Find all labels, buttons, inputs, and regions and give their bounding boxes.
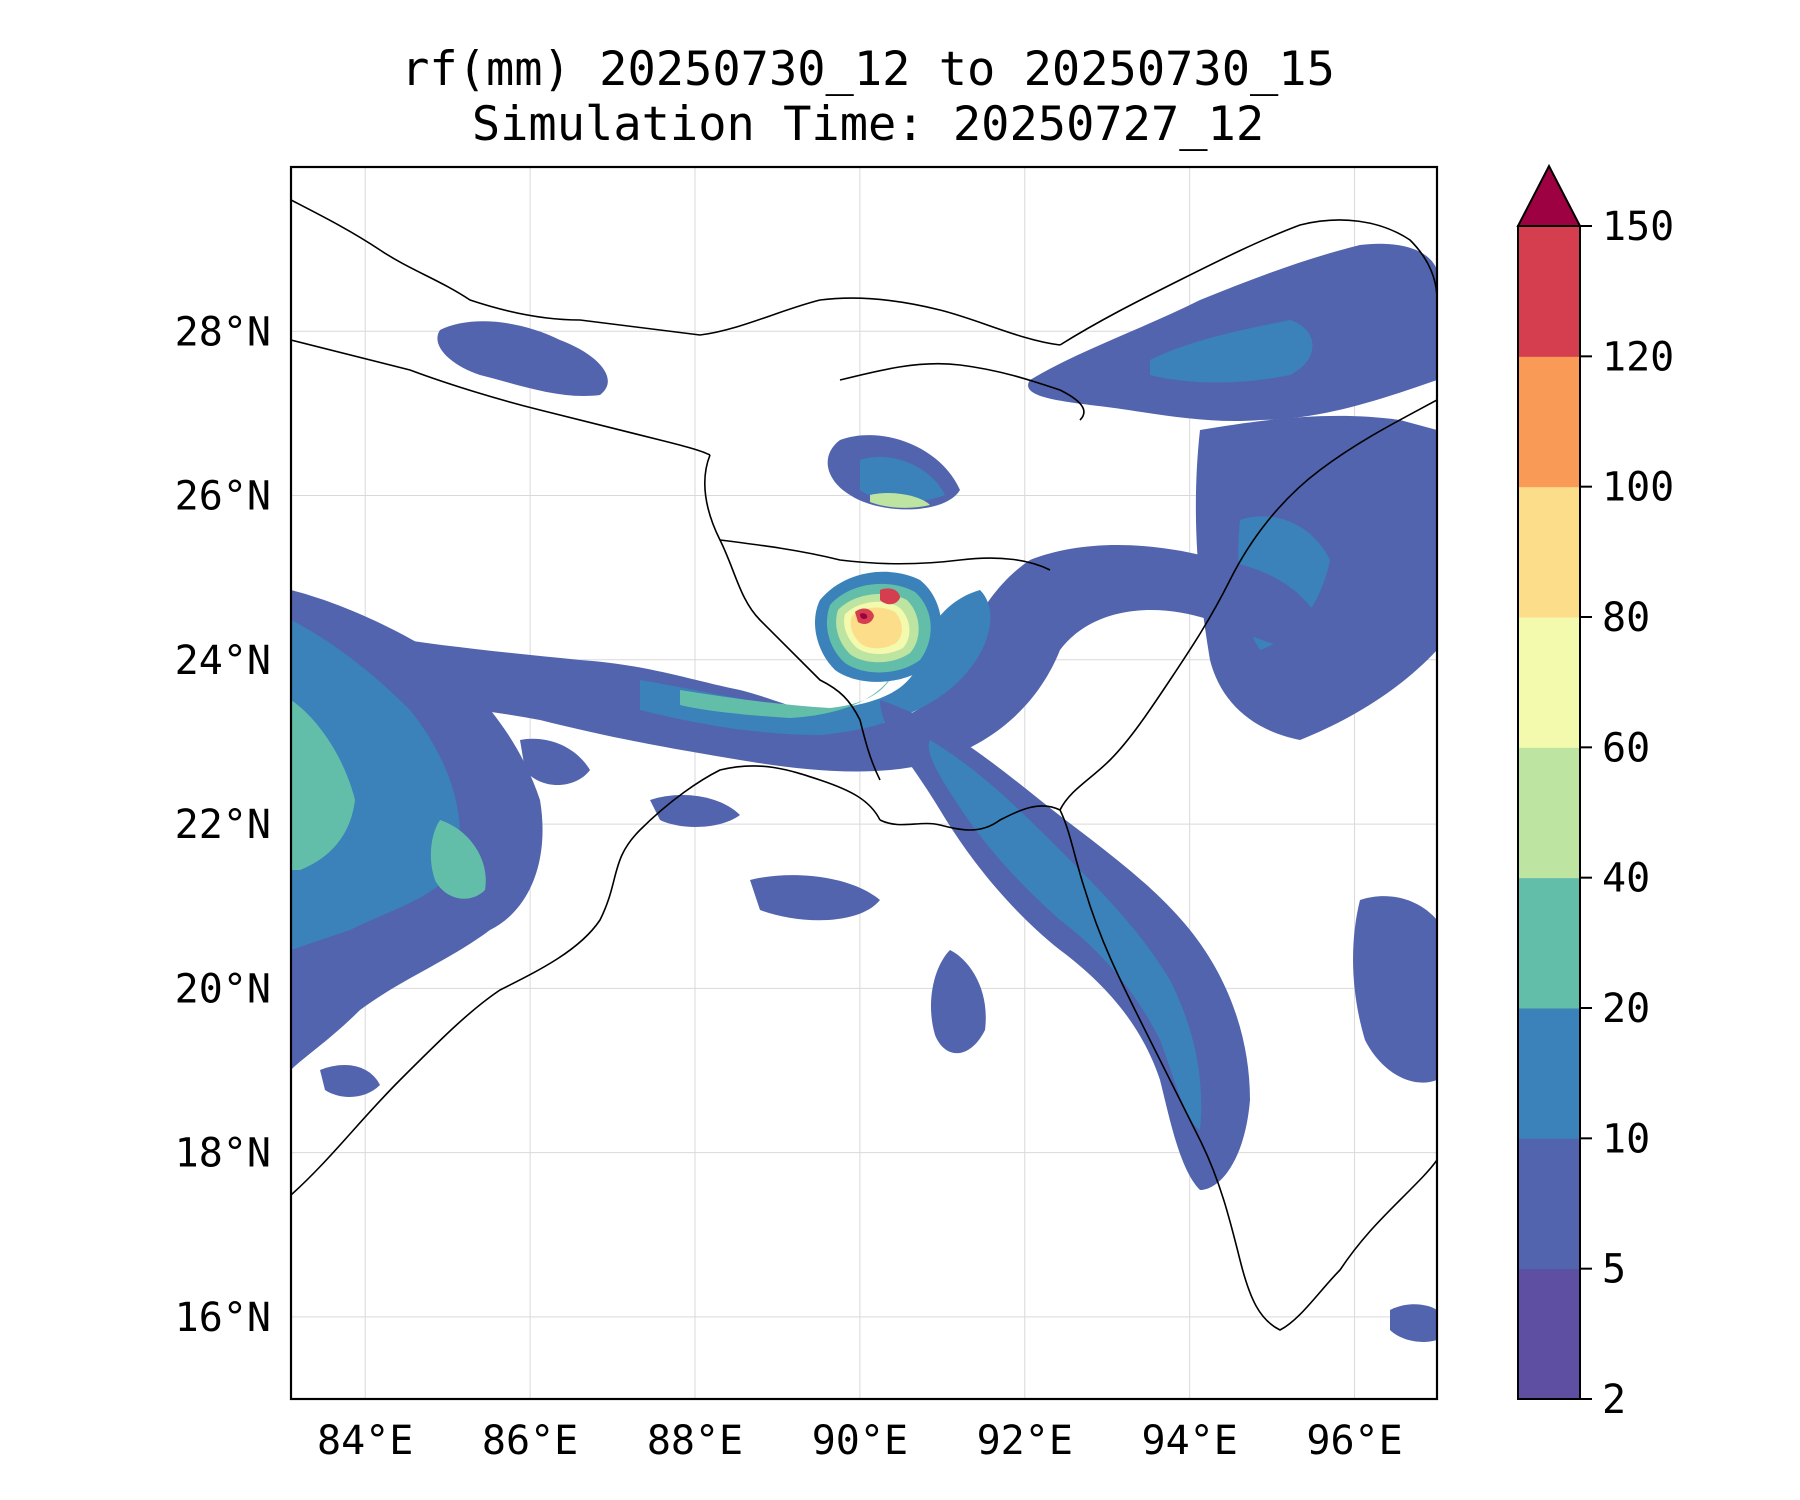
- rain-patch-himalaya-west: [437, 321, 608, 396]
- rain-band-arakan-south: [930, 950, 986, 1054]
- rain-patch-ne-band-core: [1150, 320, 1313, 383]
- rain-band-india-west-green-2: [430, 820, 486, 899]
- rain-patch-scatter-5: [1353, 896, 1437, 1083]
- colorbar-segment: [1518, 877, 1580, 1009]
- border-bhutan: [839, 362, 1085, 421]
- rain-patch-scatter-2: [520, 738, 590, 785]
- y-tick-label: 18°N: [175, 1131, 271, 1177]
- y-tick-label: 28°N: [175, 309, 271, 355]
- colorbar: [1516, 163, 1582, 1400]
- colorbar-tick-label: 20: [1602, 986, 1650, 1032]
- y-axis-ticks: 16°N 18°N 20°N 22°N 24°N 26°N 28°N: [175, 309, 271, 1341]
- rain-patch-scatter-3: [750, 875, 880, 921]
- colorbar-tick-label: 150: [1602, 204, 1674, 250]
- y-tick-label: 16°N: [175, 1295, 271, 1341]
- y-tick-label: 26°N: [175, 474, 271, 520]
- colorbar-segment: [1518, 747, 1580, 879]
- coastline-india-east: [291, 765, 881, 1196]
- colorbar-tick-label: 100: [1602, 465, 1674, 511]
- border-northeast-india: [1059, 219, 1437, 346]
- colorbar-tick-label: 60: [1602, 725, 1650, 771]
- rain-patch-scatter-6: [1390, 1304, 1437, 1342]
- colorbar-extend-arrow: [1516, 163, 1582, 227]
- colorbar-frame: [1517, 225, 1581, 1400]
- rain-core-120-b: [880, 588, 900, 605]
- x-tick-label: 96°E: [1306, 1418, 1402, 1464]
- colorbar-segment: [1518, 1138, 1580, 1270]
- colorbar-segment: [1518, 486, 1580, 618]
- colorbar-tick-label: 120: [1602, 334, 1674, 380]
- y-tick-label: 22°N: [175, 802, 271, 848]
- x-tick-label: 94°E: [1141, 1418, 1237, 1464]
- rain-band-main-arm-green: [680, 670, 895, 718]
- y-tick-label: 24°N: [175, 638, 271, 684]
- colorbar-ticks: 2 5 10 20 40 60 80 100 120 150: [1580, 204, 1674, 1423]
- border-myanmar-india: [1059, 399, 1437, 811]
- chart-title-line-1: rf(mm) 20250730_12 to 20250730_15: [401, 42, 1335, 97]
- border-bangladesh-india: [704, 454, 881, 781]
- rain-patch-scatter-1: [470, 656, 560, 701]
- border-nepal-india: [291, 339, 711, 456]
- colorbar-tick-label: 10: [1602, 1116, 1650, 1162]
- x-tick-label: 86°E: [482, 1418, 578, 1464]
- rain-patch-himalaya-mid-core: [860, 456, 945, 502]
- border-bangladesh-north: [719, 539, 1051, 571]
- x-tick-label: 88°E: [647, 1418, 743, 1464]
- colorbar-tick-label: 2: [1602, 1377, 1626, 1423]
- map-frame: [289, 165, 1439, 1401]
- rain-band-main-arm: [300, 545, 1330, 772]
- colorbar-tick-label: 5: [1602, 1247, 1626, 1293]
- coastline-myanmar: [1084, 889, 1437, 1331]
- rain-band-arakan-core: [928, 740, 1202, 1130]
- coastline-and-borders: [291, 199, 1437, 1331]
- coastline-bangladesh: [879, 805, 1086, 891]
- rain-patch-scatter-4: [650, 795, 740, 827]
- rain-core-150-a: [860, 613, 868, 619]
- colorbar-segment: [1518, 617, 1580, 748]
- x-tick-label: 90°E: [812, 1418, 908, 1464]
- rain-patch-himalaya-mid-peak: [870, 493, 930, 508]
- border-tibet: [291, 199, 1061, 346]
- colorbar-tick-label: 40: [1602, 856, 1650, 902]
- rainfall-field: [291, 243, 1437, 1342]
- x-axis-ticks: 84°E 86°E 88°E 90°E 92°E 94°E 96°E: [317, 1418, 1403, 1464]
- y-tick-label: 20°N: [175, 966, 271, 1012]
- rain-patch-scatter-7: [320, 1065, 380, 1097]
- colorbar-segment: [1518, 1268, 1580, 1400]
- x-tick-label: 84°E: [317, 1418, 413, 1464]
- colorbar-segment: [1518, 356, 1580, 488]
- rain-band-india-west-core: [291, 620, 460, 950]
- rain-band-india-west-green: [291, 700, 355, 870]
- colorbar-segment: [1518, 1008, 1580, 1139]
- x-tick-label: 92°E: [977, 1418, 1073, 1464]
- colorbar-tick-label: 80: [1602, 595, 1650, 641]
- colorbar-segment: [1518, 226, 1580, 357]
- chart-title-line-2: Simulation Time: 20250727_12: [471, 97, 1265, 152]
